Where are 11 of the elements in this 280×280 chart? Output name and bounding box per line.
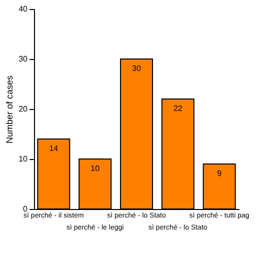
y-tick-label: 0 xyxy=(23,204,28,214)
y-tick-label: 10 xyxy=(18,154,28,164)
data-label: 14 xyxy=(49,144,59,153)
y-tick-label: 20 xyxy=(18,104,28,114)
data-label: 9 xyxy=(217,169,222,178)
y-axis-title: Number of cases xyxy=(4,74,15,144)
y-tick-label: 40 xyxy=(18,4,28,14)
data-label: 30 xyxy=(132,64,142,73)
data-label: 10 xyxy=(90,164,100,173)
y-tick-label: 30 xyxy=(18,54,28,64)
data-label: 22 xyxy=(173,104,183,113)
